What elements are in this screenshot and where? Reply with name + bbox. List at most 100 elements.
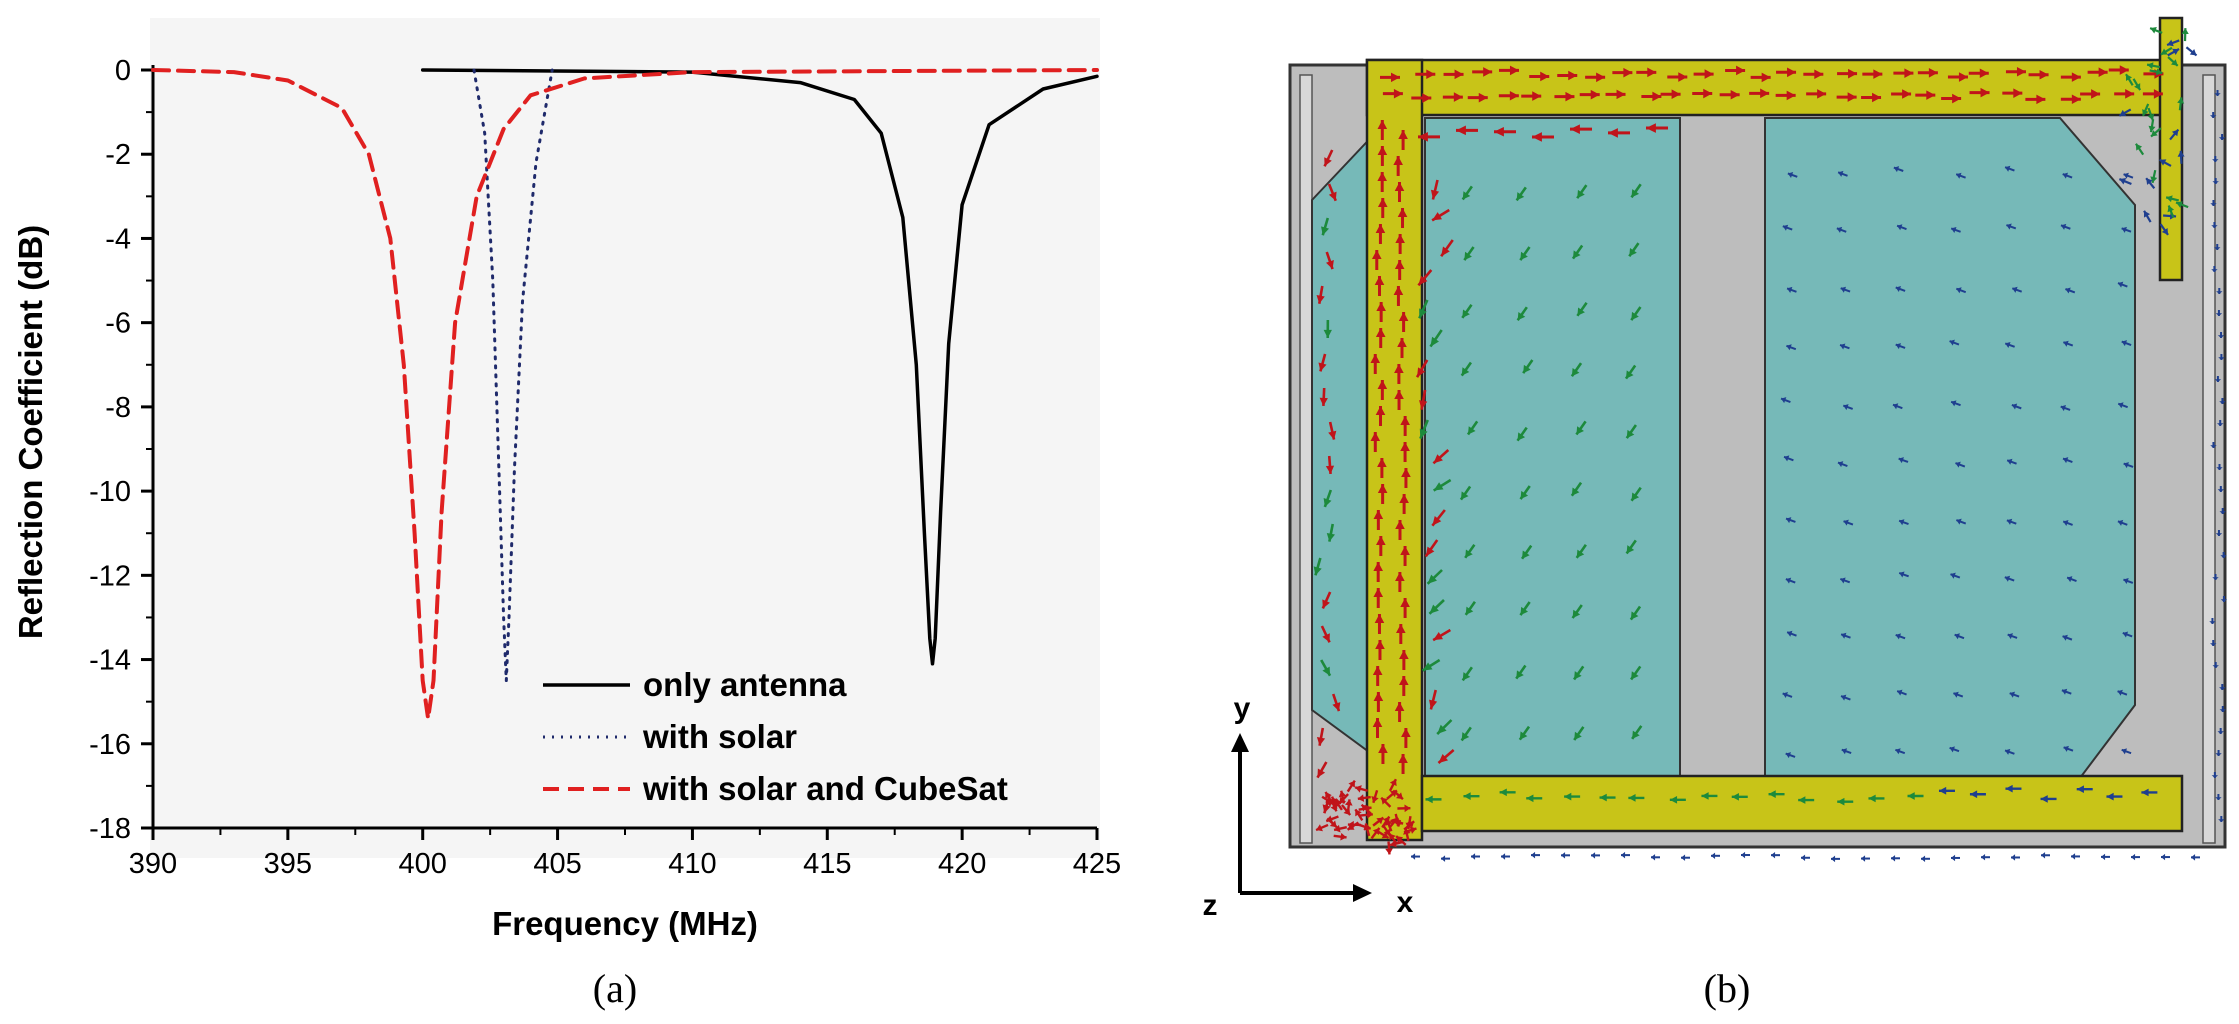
current-arrowhead [1669,795,1678,804]
current-arrowhead [1478,92,1488,103]
current-arrowhead [1768,790,1776,798]
current-arrowhead [1628,794,1636,802]
current-arrowhead [1363,823,1371,831]
current-arrowhead [1425,546,1435,557]
y-tick-label: 0 [115,55,131,87]
current-arrowhead [2210,445,2217,448]
current-arrowhead [2189,49,2197,56]
current-arrowhead [2220,555,2227,558]
current-arrowhead [1817,89,1827,99]
current-arrowhead [2177,150,2185,157]
current-arrowhead [1926,90,1936,100]
current-arrowhead [1630,611,1639,620]
current-arrowhead [1576,549,1585,558]
current-arrowhead [1526,794,1534,803]
current-arrowhead [2214,93,2221,96]
current-arrowhead [1760,88,1770,99]
current-arrowhead [1396,818,1404,827]
current-arrowhead [1577,307,1585,316]
current-arrowhead [1407,821,1415,828]
current-arrowhead [1372,666,1383,675]
current-arrowhead [1425,795,1433,804]
current-arrowhead [2181,28,2189,35]
current-arrowhead [1461,732,1470,741]
current-arrowhead [1899,519,1905,526]
current-arrowhead [1401,728,1411,737]
current-arrowhead [2219,687,2226,690]
legend-label-3: with solar and CubeSat [642,770,1008,807]
current-arrowhead [1532,91,1542,101]
current-arrowhead [1397,338,1407,347]
current-arrowhead [1418,275,1428,286]
current-distribution-view: y z x (b) [1203,16,2228,1011]
current-arrowhead [1348,780,1355,788]
current-arrowhead [1396,792,1403,800]
current-arrowhead [1373,588,1384,597]
current-arrowhead [2218,819,2225,822]
current-arrowhead [1571,487,1580,496]
current-arrowhead [2214,247,2221,250]
current-arrowhead [1398,312,1409,321]
current-arrowhead [1651,854,1656,861]
current-arrowhead [1399,494,1409,503]
current-arrowhead [2119,65,2129,75]
current-arrowhead [1949,339,1955,346]
current-arrowhead [2212,577,2219,580]
current-arrowhead [2217,423,2224,426]
current-arrowhead [1711,852,1716,860]
current-arrowhead [2040,795,2048,803]
current-arrowhead [1540,71,1550,82]
current-arrowhead [1374,276,1385,285]
current-arrowhead [1785,752,1791,759]
current-arrowhead [1366,811,1373,819]
current-arrowhead [1980,87,1990,98]
current-arrowhead [1517,312,1526,321]
current-arrowhead [1373,692,1384,701]
current-arrowhead [1704,69,1714,79]
current-arrowhead [1400,416,1410,425]
current-arrowhead [1840,286,1847,293]
current-arrowhead [1401,468,1411,477]
current-arrowhead [1460,491,1469,500]
left-edge-strip [1299,74,1313,844]
current-arrowhead [1840,577,1846,584]
current-arrowhead [1652,91,1662,102]
current-arrowhead [2062,457,2069,464]
current-arrowhead [1370,354,1381,363]
z-axis-letter: z [1203,889,1218,922]
current-arrowhead [1389,790,1397,798]
current-arrowhead [2147,113,2155,121]
x-axis-letter: x [1397,886,1414,919]
current-arrowhead [1741,851,1746,859]
current-arrowhead [1322,666,1331,676]
current-arrowhead [2159,159,2167,166]
current-arrowhead [1938,786,1947,795]
current-arrowhead [1577,189,1585,199]
coordinate-axes: y z x [1203,692,1414,922]
current-arrowhead [2005,784,2013,793]
current-arrowhead [1831,855,1836,863]
current-arrowhead [1400,442,1410,451]
current-arrowhead [2098,67,2108,78]
current-arrowhead [2117,519,2124,526]
current-arrowhead [1313,566,1322,576]
current-arrowhead [1463,792,1471,800]
current-arrowhead [1370,432,1381,441]
current-arrowhead [2171,59,2178,66]
current-arrowhead [1433,632,1444,641]
current-arrowhead [1377,120,1388,129]
current-arrowhead [1462,672,1471,681]
current-arrowhead [1365,804,1372,813]
current-arrowhead [1400,598,1410,607]
current-arrowhead [1958,72,1968,82]
current-arrowhead [1430,336,1439,347]
current-arrowhead [1950,572,1956,579]
series-line-3 [151,68,1099,721]
current-arrowhead [1381,797,1389,805]
current-arrows [1313,26,2228,863]
current-arrowhead [1397,208,1408,217]
current-arrowhead [1319,397,1328,406]
x-tick-label: 410 [668,848,716,880]
current-arrowhead [1949,746,1955,753]
current-arrowhead [1468,426,1476,435]
